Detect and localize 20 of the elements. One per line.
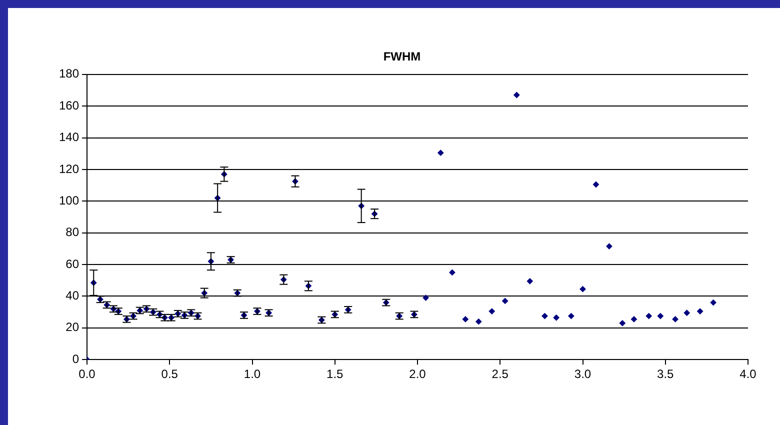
x-tick-label: 2.5 [492, 367, 509, 382]
y-tick-label: 0 [72, 352, 80, 366]
x-tick-label: 2.0 [409, 367, 426, 382]
x-tick-label: 0.0 [78, 367, 96, 382]
y-tick-label: 160 [58, 98, 80, 112]
y-tick-label: 20 [66, 320, 80, 334]
x-tick-label: 0.5 [161, 367, 178, 382]
y-tick-label: 120 [58, 162, 80, 176]
x-tick-label: 3.5 [657, 367, 674, 382]
y-tick-label: 140 [58, 130, 80, 144]
y-tick-label: 80 [66, 225, 80, 240]
x-tick-label: 4.0 [740, 367, 757, 382]
y-tick-label: 180 [58, 66, 80, 81]
x-tick-label: 1.5 [326, 367, 344, 382]
chart-title: FWHM [383, 50, 421, 64]
y-tick-label: 60 [66, 256, 80, 271]
y-tick-label: 40 [66, 288, 80, 303]
y-tick-label: 100 [58, 193, 80, 208]
x-tick-label: 3.0 [574, 367, 592, 382]
x-tick-label: 1.0 [244, 367, 261, 382]
